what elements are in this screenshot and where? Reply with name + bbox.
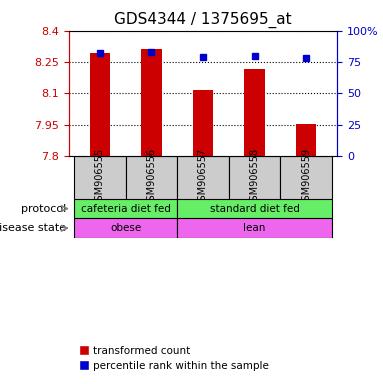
FancyBboxPatch shape	[74, 218, 177, 238]
FancyBboxPatch shape	[177, 199, 332, 218]
Text: cafeteria diet fed: cafeteria diet fed	[81, 204, 170, 214]
Text: lean: lean	[243, 223, 266, 233]
FancyBboxPatch shape	[280, 156, 332, 199]
Bar	[90, 53, 110, 156]
Text: obese: obese	[110, 223, 141, 233]
FancyBboxPatch shape	[229, 156, 280, 199]
Bar	[296, 124, 316, 156]
FancyBboxPatch shape	[177, 218, 332, 238]
FancyBboxPatch shape	[74, 199, 177, 218]
Text: GSM906558: GSM906558	[250, 148, 260, 207]
Text: disease state: disease state	[0, 223, 66, 233]
FancyBboxPatch shape	[177, 156, 229, 199]
Text: GSM906559: GSM906559	[301, 148, 311, 207]
FancyBboxPatch shape	[74, 156, 126, 199]
Text: GSM906557: GSM906557	[198, 148, 208, 207]
FancyBboxPatch shape	[126, 156, 177, 199]
Text: GSM906556: GSM906556	[146, 148, 156, 207]
Text: protocol: protocol	[21, 204, 66, 214]
Legend: transformed count, percentile rank within the sample: transformed count, percentile rank withi…	[74, 341, 273, 375]
Bar	[141, 50, 162, 156]
Text: GSM906555: GSM906555	[95, 148, 105, 207]
Bar	[193, 90, 213, 156]
Text: standard diet fed: standard diet fed	[210, 204, 300, 214]
Title: GDS4344 / 1375695_at: GDS4344 / 1375695_at	[114, 12, 292, 28]
Bar	[244, 69, 265, 156]
